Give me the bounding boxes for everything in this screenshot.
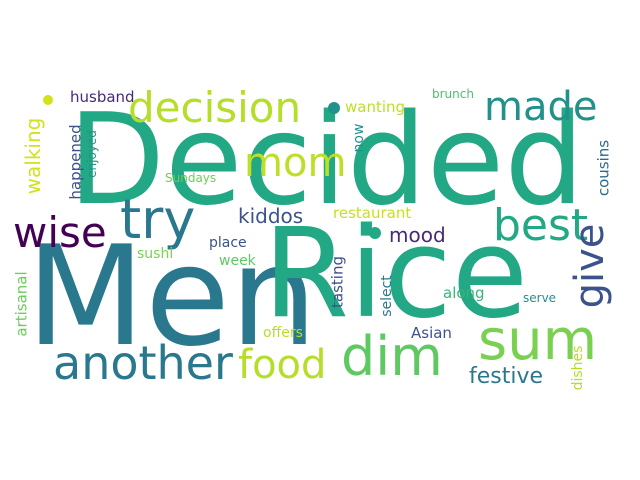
- word-sundays: Sundays: [165, 171, 217, 185]
- word-cousins: cousins: [594, 139, 613, 197]
- word-mood: mood: [389, 223, 446, 247]
- word-best: best: [493, 200, 589, 251]
- word-sum: sum: [478, 308, 598, 373]
- word-asian: Asian: [411, 324, 452, 342]
- word-restaurant: restaurant: [333, 204, 412, 222]
- word-walking: walking: [21, 117, 45, 195]
- word-happened: happened: [66, 124, 85, 200]
- word-select: select: [379, 275, 395, 317]
- word-offers: offers: [263, 325, 303, 341]
- word-rice: Rice: [263, 202, 529, 346]
- word-husband: husband: [70, 88, 135, 106]
- decorative-dot: [369, 227, 381, 239]
- word-festive: festive: [469, 364, 544, 389]
- word-mom: mom: [244, 140, 347, 186]
- word-enjoyed: enjoyed: [85, 130, 99, 178]
- word-food: food: [238, 342, 327, 388]
- word-decided: Decided: [68, 86, 585, 233]
- word-artisanal: artisanal: [12, 271, 31, 337]
- word-week: week: [219, 253, 256, 269]
- word-serve: serve: [523, 291, 557, 305]
- word-along: along: [443, 284, 485, 302]
- word-brunch: brunch: [432, 87, 474, 101]
- word-try: try: [120, 188, 196, 251]
- word-wise: wise: [13, 208, 107, 257]
- word-sushi: sushi: [137, 246, 174, 262]
- word-wanting: wanting: [345, 98, 406, 116]
- word-another: another: [53, 336, 233, 390]
- word-dishes: dishes: [570, 345, 586, 391]
- decorative-dot: [43, 95, 53, 105]
- word-now: now: [351, 123, 367, 153]
- decorative-dot: [328, 102, 340, 114]
- word-kiddos: kiddos: [238, 204, 304, 228]
- word-decision: decision: [128, 83, 302, 132]
- word-place: place: [209, 235, 247, 251]
- word-give: give: [567, 223, 613, 309]
- word-men: Men: [26, 216, 318, 377]
- word-made: made: [484, 84, 598, 130]
- word-dim: dim: [341, 325, 443, 388]
- word-tasting: tasting: [328, 256, 347, 308]
